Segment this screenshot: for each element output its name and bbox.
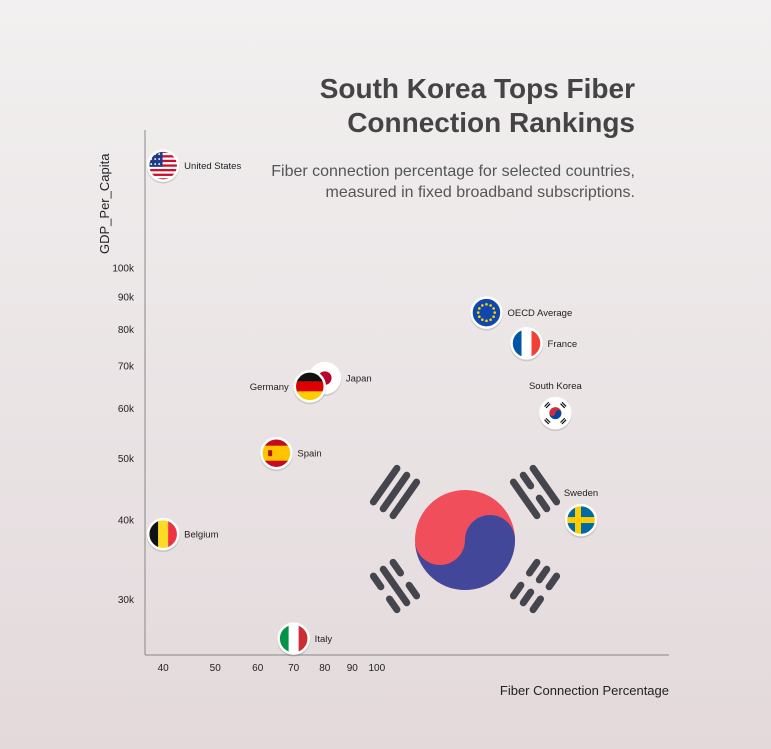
point-label: Spain <box>297 449 321 460</box>
x-tick-label: 60 <box>252 663 264 674</box>
x-tick-label: 70 <box>288 663 300 674</box>
y-tick-label: 90k <box>118 292 135 303</box>
korean-flag-emblem <box>369 464 561 614</box>
data-point-us: United States <box>146 149 241 184</box>
chart-title: South Korea Tops Fiber Connection Rankin… <box>319 73 635 138</box>
data-point-italy: Italy <box>277 622 333 657</box>
us-flag-icon <box>146 149 180 182</box>
x-tick-label: 100 <box>369 663 386 674</box>
point-label: Japan <box>346 374 372 385</box>
axes <box>144 130 669 656</box>
point-label: France <box>548 339 578 350</box>
sweden-flag-icon <box>564 503 598 537</box>
y-tick-label: 70k <box>118 362 135 373</box>
data-point-belgium: Belgium <box>146 517 219 553</box>
y-tick-label: 60k <box>118 404 135 415</box>
y-tick-label: 50k <box>118 454 135 465</box>
data-points: United States OECD Average France Japan Germ… <box>146 149 598 657</box>
point-label: Sweden <box>564 488 598 499</box>
y-tick-label: 80k <box>118 325 135 336</box>
x-tick-label: 90 <box>347 663 359 674</box>
trigram-bottom-left <box>369 558 421 614</box>
chart-subtitle: Fiber connection percentage for selected… <box>271 163 635 201</box>
point-label: United States <box>184 161 241 172</box>
spain-flag-icon <box>260 436 293 470</box>
y-tick-label: 30k <box>118 595 135 606</box>
x-tick-label: 80 <box>319 663 331 674</box>
trigram-top-left <box>369 464 421 520</box>
x-tick-label: 40 <box>158 663 170 674</box>
point-label: OECD Average <box>507 308 572 319</box>
data-point-germany: Germany <box>250 370 327 405</box>
point-label: South Korea <box>529 381 583 392</box>
korea-flag-icon <box>539 396 572 430</box>
point-label: Italy <box>315 634 333 645</box>
point-label: Belgium <box>184 530 218 541</box>
tick-labels: 40 50 60 70 80 90 100 30k 40k 50k 60k 70k 80k 90k 100k <box>112 263 385 674</box>
belgium-flag-icon <box>146 517 180 551</box>
data-point-spain: Spain <box>259 436 322 472</box>
data-point-france: France <box>510 327 578 362</box>
italy-flag-icon <box>277 622 310 655</box>
trigram-top-right <box>509 464 561 520</box>
eu-flag-icon <box>470 296 503 329</box>
taegeuk-blue <box>415 515 515 590</box>
data-point-korea: South Korea <box>529 381 583 432</box>
data-point-eu: OECD Average <box>469 296 572 331</box>
x-tick-label: 50 <box>210 663 222 674</box>
point-label: Germany <box>250 382 289 393</box>
y-axis-label: GDP_Per_Capita <box>97 153 112 254</box>
y-tick-label: 40k <box>118 516 135 527</box>
germany-flag-icon <box>293 370 327 403</box>
y-tick-label: 100k <box>112 263 135 274</box>
data-point-sweden: Sweden <box>564 488 598 539</box>
trigram-bottom-right <box>509 558 561 614</box>
france-flag-icon <box>510 327 543 360</box>
x-axis-label: Fiber Connection Percentage <box>500 683 669 698</box>
